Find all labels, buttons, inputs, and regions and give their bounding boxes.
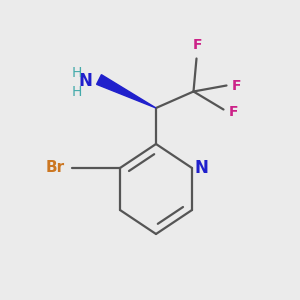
Text: F: F	[232, 79, 241, 92]
Polygon shape	[97, 75, 156, 108]
Text: Br: Br	[45, 160, 64, 175]
Text: H: H	[71, 66, 82, 80]
Text: N: N	[79, 72, 92, 90]
Text: N: N	[194, 159, 208, 177]
Text: F: F	[229, 105, 238, 118]
Text: H: H	[71, 85, 82, 98]
Text: F: F	[193, 38, 202, 52]
